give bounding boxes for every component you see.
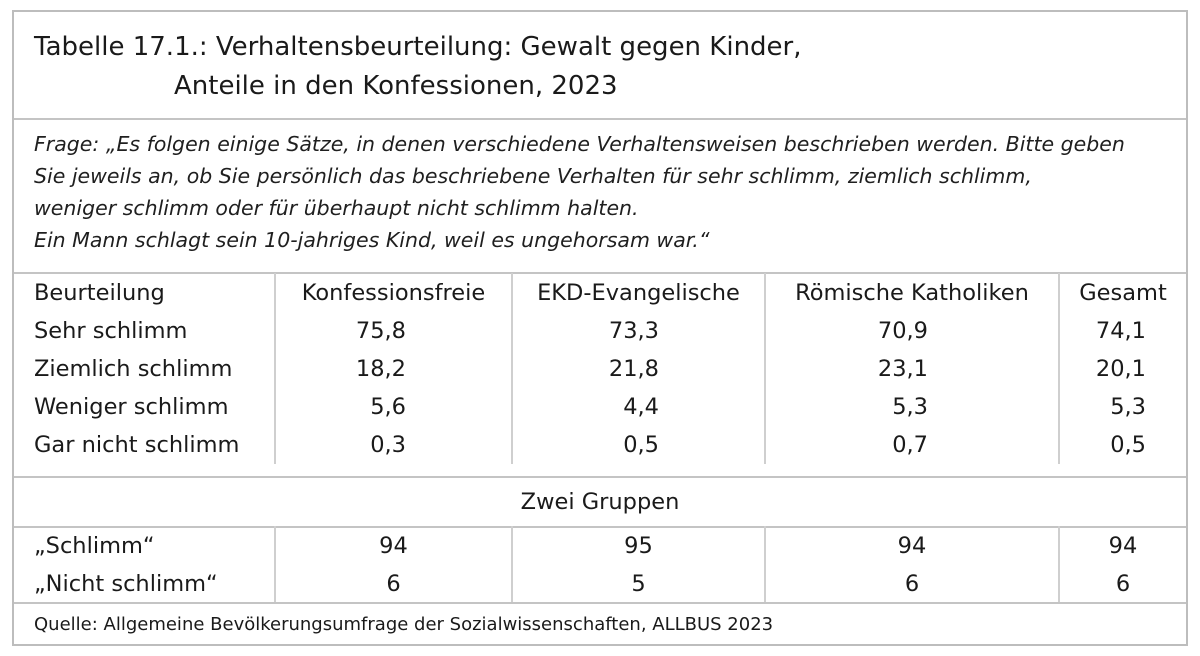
source-note: Quelle: Allgemeine Bevölkerungsumfrage d… (34, 614, 774, 635)
cell-value: 0,5 (1058, 426, 1186, 464)
cell-value: 5,6 (274, 388, 512, 426)
cell-value: 0,3 (274, 426, 512, 464)
question-line-1: Frage: „Es folgen einige Sätze, in denen… (34, 132, 1125, 156)
table-row: „Schlimm“ 94 95 94 94 (14, 526, 1186, 565)
cell-value: 5 (511, 565, 765, 603)
cell-value: 5,3 (764, 388, 1059, 426)
cell-value: 94 (1058, 526, 1186, 565)
row-label: Sehr schlimm (34, 318, 188, 344)
cell-value: 74,1 (1058, 312, 1186, 350)
cell-value: 6 (764, 565, 1059, 603)
question-block: Frage: „Es folgen einige Sätze, in denen… (14, 120, 1186, 274)
table-row: Ziemlich schlimm 18,2 21,8 23,1 20,1 (14, 350, 1186, 388)
header-row: Beurteilung Konfessionsfreie EKD-Evangel… (14, 273, 1186, 312)
row-label: Ziemlich schlimm (34, 356, 233, 382)
cell-value: 0,7 (764, 426, 1059, 464)
question-line-4: Ein Mann schlagt sein 10-jahriges Kind, … (34, 228, 710, 252)
table-row: Gar nicht schlimm 0,3 0,5 0,7 0,5 (14, 426, 1186, 464)
groups-table: „Schlimm“ 94 95 94 94 „Nicht schlimm“ 6 … (14, 526, 1186, 603)
assessment-table: Beurteilung Konfessionsfreie EKD-Evangel… (14, 273, 1186, 464)
header-konfessionsfreie: Konfessionsfreie (274, 273, 512, 312)
cell-value: 5,3 (1058, 388, 1186, 426)
groups-heading: Zwei Gruppen (14, 476, 1186, 528)
header-roemische-katholiken: Römische Katholiken (764, 273, 1059, 312)
header-beurteilung: Beurteilung (34, 279, 165, 306)
table-frame: Tabelle 17.1.: Verhaltensbeurteilung: Ge… (12, 10, 1188, 646)
row-label: „Nicht schlimm“ (34, 571, 218, 597)
row-label: Weniger schlimm (34, 394, 229, 420)
table-title-line-1: Tabelle 17.1.: Verhaltensbeurteilung: Ge… (34, 32, 802, 62)
title-block: Tabelle 17.1.: Verhaltensbeurteilung: Ge… (14, 12, 1186, 120)
cell-value: 94 (274, 526, 512, 565)
question-line-2: Sie jeweils an, ob Sie persönlich das be… (34, 164, 1032, 188)
question-line-3: weniger schlimm oder für überhaupt nicht… (34, 196, 639, 220)
cell-value: 21,8 (511, 350, 765, 388)
row-label: „Schlimm“ (34, 532, 155, 559)
table-row: „Nicht schlimm“ 6 5 6 6 (14, 565, 1186, 603)
cell-value: 20,1 (1058, 350, 1186, 388)
cell-value: 75,8 (274, 312, 512, 350)
cell-value: 0,5 (511, 426, 765, 464)
header-ekd-evangelische: EKD-Evangelische (511, 273, 765, 312)
cell-value: 94 (764, 526, 1059, 565)
cell-value: 73,3 (511, 312, 765, 350)
table-row: Weniger schlimm 5,6 4,4 5,3 5,3 (14, 388, 1186, 426)
cell-value: 4,4 (511, 388, 765, 426)
header-gesamt: Gesamt (1058, 273, 1186, 312)
cell-value: 6 (274, 565, 512, 603)
cell-value: 18,2 (274, 350, 512, 388)
cell-value: 95 (511, 526, 765, 565)
table-row: Sehr schlimm 75,8 73,3 70,9 74,1 (14, 312, 1186, 350)
cell-value: 23,1 (764, 350, 1059, 388)
source-footer: Quelle: Allgemeine Bevölkerungsumfrage d… (14, 602, 1186, 648)
cell-value: 6 (1058, 565, 1186, 603)
table-title-line-2: Anteile in den Konfessionen, 2023 (174, 71, 618, 101)
row-label: Gar nicht schlimm (34, 432, 240, 458)
cell-value: 70,9 (764, 312, 1059, 350)
